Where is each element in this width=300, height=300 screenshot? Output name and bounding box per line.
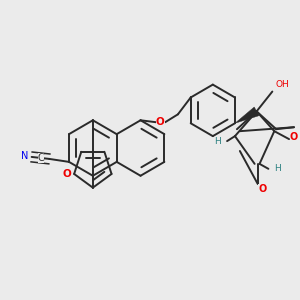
Text: O: O: [258, 184, 267, 194]
Text: H: H: [274, 164, 281, 173]
Text: OH: OH: [275, 80, 289, 89]
Polygon shape: [235, 107, 259, 123]
Text: H: H: [214, 136, 221, 146]
Text: O: O: [290, 132, 298, 142]
Text: C: C: [38, 153, 44, 163]
Text: O: O: [156, 117, 165, 127]
Text: O: O: [62, 169, 71, 179]
Text: N: N: [21, 151, 29, 161]
